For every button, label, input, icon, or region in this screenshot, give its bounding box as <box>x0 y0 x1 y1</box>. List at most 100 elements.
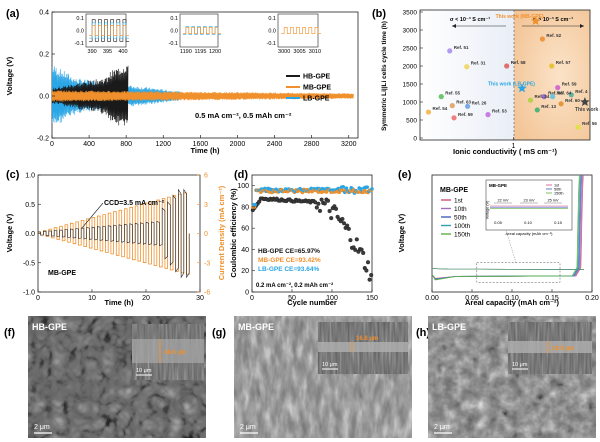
ce-point-hb <box>316 201 321 206</box>
curve-upper-150th <box>431 268 585 270</box>
ce-point-lb <box>365 185 370 189</box>
point-label: Ref. 65 <box>548 91 563 96</box>
region-high-conductivity <box>514 10 590 140</box>
circle-marker <box>485 112 491 118</box>
legend-label-a: MB-GPE <box>303 85 331 92</box>
panel-label-c: (c) <box>6 169 20 181</box>
plot-frame-a <box>51 11 359 139</box>
y2-tick-label-c: 3 <box>204 202 208 209</box>
overpotential-label: 23 mV <box>524 199 535 203</box>
panel-label-h: (h) <box>416 327 430 339</box>
point-label: Ref. 31 <box>471 61 486 66</box>
x-axis-label-d: Cycle number <box>287 298 337 307</box>
y-tick-label-c: 0.0 <box>25 231 35 238</box>
panel-c-ccd: (c) 0 10 20 30 -1.0 -0.5 0.0 0.5 1.0 -6 -3 0 3 6 MB-G… <box>5 169 226 307</box>
zoom-box-e <box>476 262 561 283</box>
ce-point-hb <box>348 238 353 243</box>
inset-y-label: Voltage (V) <box>486 200 490 220</box>
ce-point-hb <box>325 198 331 203</box>
circle-marker <box>425 109 432 115</box>
legend-d: HB-GPE CE=65.97% MB-GPE CE=93.42% LB-GPE C… <box>258 248 321 273</box>
inset-scale-label-g: 10 μm <box>322 362 338 368</box>
inset-y-tick-label: -0.1 <box>267 41 276 47</box>
point-label: Ref. 34 <box>535 94 550 99</box>
inset-y-tick-label: -0.1 <box>169 41 178 47</box>
axes-d: 0 50 100 150 0 20 40 60 80 100 <box>237 183 378 302</box>
scale-label-g: 2 μm <box>240 424 256 431</box>
inset-trace <box>89 25 130 36</box>
y-tick-label-b: 0 <box>413 136 417 143</box>
sample-label-c: MB-GPE <box>48 270 76 277</box>
point-label: Ref. 59 <box>562 82 577 87</box>
panel-e-charge-discharge: (e) 0.00 0.05 0.10 0.15 0.20 MB-GPE 1st10th5… <box>397 169 599 307</box>
panel-label-d: (d) <box>234 169 248 181</box>
legend-a: HB-GPE MB-GPE LB-GPE <box>286 74 331 103</box>
ce-point-lb <box>359 187 363 191</box>
inset-x-tick-label: 1190 <box>180 49 192 55</box>
point-label: Ref. 63 <box>456 100 471 105</box>
plot-frame-d <box>251 174 373 293</box>
thickness-label-f: 48.6 μm <box>164 350 186 356</box>
point-label: This work (HB-GPE) <box>575 107 600 113</box>
ccd-traces <box>37 188 190 279</box>
x-tick-label-c: 30 <box>196 295 204 302</box>
ce-point-hb <box>319 197 324 202</box>
ce-point-hb <box>354 237 359 242</box>
ce-point-lb <box>344 186 349 191</box>
y2-tick-label-c: 0 <box>204 231 208 238</box>
x-tick-label-e: 0.10 <box>505 295 519 302</box>
ce-point-hb <box>359 247 364 252</box>
y-tick-label-c: 1.0 <box>25 173 35 180</box>
ce-point-hb <box>346 226 351 231</box>
legend-label-e: 1st <box>454 198 463 205</box>
region-low-conductivity <box>420 10 514 140</box>
panel-label-g: (g) <box>212 327 226 339</box>
ce-point-hb <box>314 205 319 210</box>
circle-marker <box>541 94 547 100</box>
arrow-left-head <box>452 24 456 28</box>
star-marker <box>517 83 527 93</box>
star-marker <box>530 16 541 26</box>
ce-point-lb <box>370 187 374 191</box>
circle-marker <box>464 64 470 70</box>
ce-point-hb <box>329 216 334 221</box>
inset-scale-label-h: 10 μm <box>512 362 528 368</box>
inset-y-tick-label: 0.0 <box>170 29 178 35</box>
circle-marker <box>527 97 534 103</box>
legend-label-e: 100th <box>454 223 471 230</box>
panel-label-a: (a) <box>6 8 20 20</box>
ce-point-lb <box>341 184 346 189</box>
inset-x-tick-label: 0.10 <box>524 220 533 225</box>
annotation-current: 0.5 mA cm⁻², 0.5 mAh cm⁻² <box>195 111 292 120</box>
legend-label-d: LB-GPE CE=93.64% <box>258 266 319 273</box>
circle-marker <box>558 101 564 107</box>
inset-x-label: Areal capacity (mAh cm⁻²) <box>505 231 553 236</box>
membrane-layer-h <box>508 341 592 353</box>
membrane-layer-f <box>132 339 204 363</box>
x-axis-label-b: Ionic conductivity ( mS cm⁻¹) <box>453 147 557 156</box>
sem-sample-label-h: LB-GPE <box>432 322 466 332</box>
x-tick-label-a: 2000 <box>230 141 246 148</box>
region-right-label: σ > 10⁻³ S cm⁻¹ <box>533 16 573 23</box>
x-tick-label-a: 3200 <box>341 141 357 148</box>
inset-x-tick-label: 0.05 <box>494 220 503 225</box>
point-label: Ref. 57 <box>556 60 571 65</box>
inset-trace <box>182 26 221 35</box>
x-tick-label-a: 2800 <box>304 141 320 148</box>
axes-a: 0 400 800 1200 1600 2000 2400 2800 3200 -0.2 0.0 0.… <box>37 10 357 149</box>
inset-frame-e <box>485 179 573 231</box>
legend-label-d: HB-GPE CE=65.97% <box>258 248 320 255</box>
y-tick-label-b: 1500 <box>403 82 418 89</box>
y-axis-label-a: Voltage (V) <box>5 56 14 95</box>
ce-point-hb <box>317 208 323 213</box>
circle-marker <box>465 103 471 109</box>
plot-frame-b <box>419 9 591 141</box>
point-label: Ref. 59 <box>458 112 473 117</box>
inset-y-tick-label: 0.1 <box>268 16 276 22</box>
circle-marker <box>438 94 444 100</box>
y-tick-label-a: 0.2 <box>39 52 49 59</box>
y-axis-label-d: Coulombic efficiency (%) <box>229 188 238 278</box>
y-tick-label-d: 60 <box>241 226 249 233</box>
ce-points <box>250 184 374 282</box>
ce-point-hb <box>365 260 371 265</box>
